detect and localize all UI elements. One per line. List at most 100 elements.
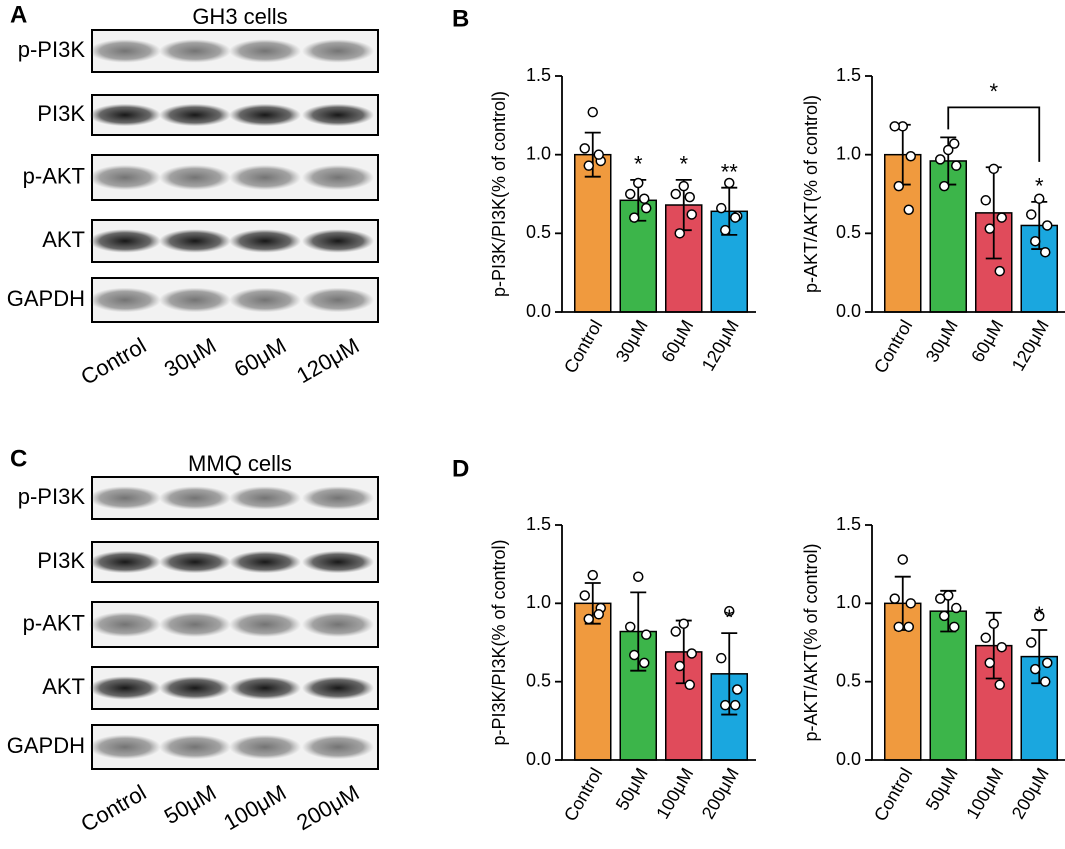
data-point (633, 177, 644, 189)
blot-band (159, 287, 231, 313)
bar (574, 602, 612, 761)
bar (929, 610, 967, 761)
data-point (625, 188, 636, 200)
significance: * (679, 152, 688, 177)
axes (871, 76, 1065, 313)
significance: * (725, 605, 734, 630)
data-point (633, 571, 644, 582)
blot-band (302, 734, 374, 760)
lane-label: 120μM (292, 333, 363, 389)
data-point (674, 660, 685, 672)
x-tick-label: 50μM (612, 764, 652, 813)
blot-band (302, 287, 374, 313)
bracket-label: * (989, 79, 998, 104)
data-point (980, 195, 991, 206)
y-tick-label: 1.5 (526, 514, 551, 534)
data-point (641, 202, 652, 214)
data-point (951, 602, 962, 614)
significance-bracket (947, 106, 1041, 162)
blot-band (159, 39, 231, 63)
data-point (684, 191, 695, 203)
data-point (996, 212, 1007, 223)
y-axis-label: p-AKT/AKT(% of control) (801, 543, 821, 741)
y-axis-label: p-AKT/AKT(% of control) (801, 95, 821, 293)
blot-band (229, 611, 301, 638)
y-tick-label: 1.5 (836, 514, 861, 534)
blot-band (89, 287, 161, 313)
blot-band (302, 611, 374, 638)
data-point (1034, 193, 1045, 204)
blot-band (89, 734, 161, 760)
axes (871, 525, 1065, 761)
data-point (678, 618, 689, 629)
data-point (730, 699, 741, 711)
data-point (678, 180, 689, 192)
lane-label: 60μM (230, 333, 291, 382)
x-tick-label: Control (870, 316, 916, 376)
data-point (724, 177, 735, 189)
significance: * (634, 152, 643, 177)
data-point (641, 629, 652, 640)
data-point (1026, 209, 1037, 220)
blot-band (89, 103, 161, 127)
data-point (587, 569, 598, 581)
panel-label: B (452, 5, 469, 32)
significance: * (1035, 602, 1044, 627)
blot-row-label: p-PI3K (18, 484, 86, 509)
panel-label: C (10, 445, 27, 472)
panel-label: A (10, 1, 27, 28)
blot-band (89, 229, 161, 253)
data-point (893, 621, 904, 633)
x-tick-label: Control (560, 316, 606, 376)
lane-label: Control (76, 333, 150, 390)
data-point (893, 180, 904, 192)
data-point (639, 657, 650, 669)
data-point (716, 652, 727, 664)
data-point (994, 265, 1005, 277)
data-point (949, 621, 960, 633)
data-point (935, 593, 946, 604)
x-tick-label: 200μM (698, 764, 743, 822)
blot-band (89, 164, 161, 191)
x-tick-label: 100μM (652, 764, 697, 822)
data-point (639, 193, 650, 204)
blot-title: MMQ cells (188, 451, 292, 476)
data-point (903, 621, 914, 633)
blot-band (89, 611, 161, 638)
y-tick-label: 0.0 (836, 749, 861, 769)
y-tick-label: 1.0 (526, 592, 551, 612)
blot-row-label: PI3K (37, 101, 85, 126)
data-point (724, 605, 735, 617)
y-axis-label: p-PI3K/PI3K(% of control) (489, 91, 509, 297)
blot-band (89, 676, 161, 700)
lane-label: 200μM (292, 780, 363, 836)
lane-label: Control (76, 780, 150, 837)
blot-band (159, 611, 231, 638)
blot-row-label: p-PI3K (18, 37, 86, 62)
lane-label: 30μM (160, 333, 221, 382)
data-point (994, 679, 1005, 691)
data-point (686, 209, 697, 220)
data-point (1040, 246, 1051, 258)
axes (561, 76, 756, 313)
y-tick-label: 0.0 (836, 301, 861, 321)
blot-band (229, 287, 301, 313)
data-point (984, 223, 995, 234)
data-point (629, 649, 640, 661)
lane-label: 50μM (160, 780, 221, 829)
x-tick-label: 100μM (962, 764, 1007, 822)
data-point (988, 618, 999, 629)
blot-row-label: AKT (42, 674, 85, 699)
blot-row-label: GAPDH (7, 286, 85, 311)
blot-band (302, 550, 374, 574)
blot-band (89, 39, 161, 63)
data-point (943, 144, 954, 156)
x-tick-label: 120μM (1008, 316, 1053, 374)
y-tick-label: 0.0 (526, 301, 551, 321)
data-point (720, 224, 731, 236)
blot-band (302, 229, 374, 253)
significance: * (1035, 174, 1044, 199)
blot-row-label: PI3K (37, 548, 85, 573)
data-point (684, 679, 695, 691)
